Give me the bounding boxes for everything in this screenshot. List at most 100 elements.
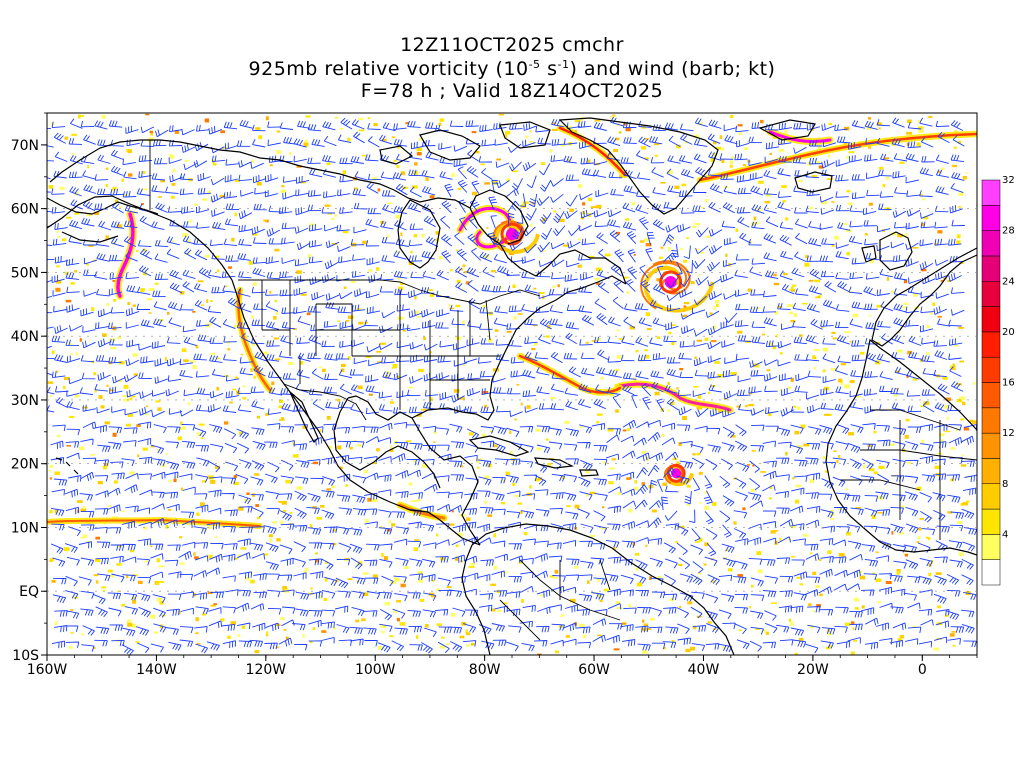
vorticity-speck (870, 259, 874, 264)
vorticity-speck (613, 148, 618, 153)
vorticity-speck (685, 504, 691, 506)
vorticity-speck (471, 131, 477, 134)
wind-barb (808, 426, 822, 436)
wind-barb (946, 610, 960, 621)
wind-barb (495, 161, 510, 168)
wind-barb (566, 558, 580, 566)
vorticity-speck (643, 623, 648, 627)
vorticity-speck (935, 572, 942, 575)
vorticity-speck (354, 439, 357, 442)
vorticity-speck (468, 565, 475, 568)
vorticity-speck (208, 526, 215, 529)
wind-barb (548, 542, 562, 550)
wind-barb (592, 169, 607, 178)
wind-barb (934, 402, 948, 413)
vorticity-speck (112, 186, 117, 191)
vorticity-speck (246, 492, 250, 496)
vorticity-speck (526, 405, 531, 409)
vorticity-speck (582, 202, 586, 206)
wind-barb (703, 490, 713, 504)
vorticity-speck (103, 465, 107, 470)
vorticity-speck (132, 623, 137, 628)
vorticity-speck (765, 631, 769, 635)
wind-barb (197, 187, 212, 195)
colorbar-swatch (981, 281, 1001, 307)
wind-barb (679, 274, 692, 287)
vorticity-speck (960, 464, 967, 467)
vorticity-speck (616, 329, 620, 332)
wind-barb (392, 608, 406, 619)
wind-barb (607, 523, 621, 531)
vorticity-speck (142, 447, 148, 451)
vorticity-speck (309, 640, 313, 644)
wind-barb (908, 277, 922, 284)
wind-barb (562, 586, 577, 594)
vorticity-speck (200, 502, 205, 507)
wind-barb (864, 303, 878, 311)
wind-barb (776, 557, 791, 564)
wind-barb (821, 159, 835, 169)
wind-barb (493, 425, 507, 435)
wind-barb (704, 556, 718, 567)
vorticity-speck (577, 238, 581, 241)
wind-barb (336, 624, 350, 634)
wind-barb (239, 119, 253, 129)
wind-barb (536, 386, 550, 395)
wind-barb (154, 273, 169, 280)
vorticity-speck (519, 222, 525, 227)
wind-barb (765, 407, 779, 414)
vorticity-speck (906, 131, 913, 135)
vorticity-speck (250, 368, 253, 373)
wind-barb (210, 542, 224, 550)
vorticity-speck (679, 605, 682, 609)
wind-barb (364, 639, 378, 647)
wind-barb (564, 274, 578, 282)
vorticity-speck (331, 242, 338, 245)
vorticity-speck (697, 572, 703, 575)
wind-barb (95, 557, 109, 565)
wind-barb (47, 357, 55, 360)
vorticity-speck (709, 312, 713, 315)
wind-barb (222, 553, 236, 562)
vorticity-speck (595, 267, 602, 272)
vorticity-speck (573, 565, 579, 569)
vorticity-speck (920, 405, 924, 408)
wind-barb (481, 388, 495, 396)
wind-barb (336, 558, 351, 566)
lon-label: 60W (578, 662, 610, 678)
wind-barb (481, 139, 495, 147)
vorticity-speck (121, 178, 124, 182)
wind-barb (905, 242, 919, 250)
wind-barb (196, 387, 210, 396)
wind-barb (223, 428, 237, 440)
colorbar-swatch (981, 205, 1001, 231)
wind-barb (919, 325, 934, 333)
wind-barb (637, 643, 651, 651)
vorticity-speck (168, 153, 172, 156)
wind-barb (905, 441, 919, 451)
wind-barb (663, 335, 677, 343)
wind-barb (137, 437, 152, 446)
vorticity-speck (782, 200, 786, 203)
wind-barb (580, 560, 594, 569)
wind-barb (281, 257, 295, 264)
wind-barb (733, 528, 747, 539)
vorticity-speck (112, 432, 117, 437)
wind-barb (934, 350, 948, 360)
wind-barb (621, 521, 636, 530)
vorticity-speck (653, 143, 660, 146)
wind-barb (834, 365, 848, 376)
wind-barb (265, 622, 279, 632)
wind-barb (364, 319, 378, 327)
wind-barb (493, 253, 507, 264)
wind-barb (221, 493, 235, 500)
vorticity-speck (707, 621, 712, 624)
wind-barb (762, 521, 777, 528)
vorticity-speck (302, 633, 305, 638)
wind-barb (906, 190, 920, 197)
vorticity-speck (636, 582, 643, 587)
wind-barb (594, 609, 608, 616)
vorticity-speck (713, 306, 716, 310)
vorticity-speck (149, 130, 153, 134)
wind-barb (750, 594, 765, 602)
